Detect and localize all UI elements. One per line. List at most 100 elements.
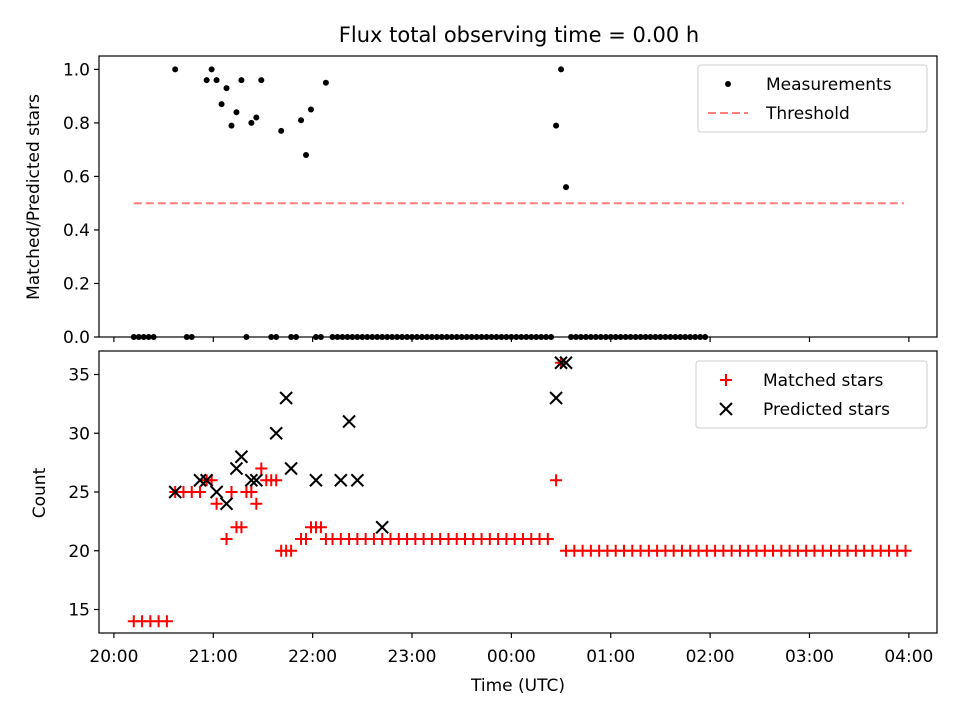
top-y-tick-label: 0.8 bbox=[63, 114, 90, 134]
predicted-star-point bbox=[229, 461, 244, 476]
measurement-point bbox=[307, 106, 314, 113]
legend-measurements-marker bbox=[725, 81, 731, 87]
bottom-x-tick-label: 03:00 bbox=[785, 647, 834, 667]
predicted-star-point bbox=[559, 356, 573, 370]
bottom-ylabel: Count bbox=[30, 467, 50, 518]
top-axes-frame bbox=[98, 55, 938, 338]
bottom-y-tick-label: 30 bbox=[68, 424, 90, 444]
top-y-tick-label: 1.0 bbox=[63, 60, 90, 80]
top-y-tick-label: 0.6 bbox=[63, 167, 90, 187]
measurement-point bbox=[553, 122, 560, 129]
bottom-panel: Count 15 20 25 30 35 20:00 21:00 22:00 23:00 00:… bbox=[30, 350, 938, 696]
bottom-axes-frame bbox=[98, 350, 938, 634]
predicted-star-point bbox=[334, 473, 348, 487]
top-y-axis: 0.0 0.2 0.4 0.6 0.8 1.0 bbox=[63, 60, 99, 348]
predicted-star-point bbox=[269, 426, 283, 440]
bottom-x-tick-label: 04:00 bbox=[884, 647, 933, 667]
bottom-x-tick-label: 00:00 bbox=[487, 647, 536, 667]
matched-star-point bbox=[225, 486, 238, 498]
matched-star-point bbox=[220, 533, 233, 545]
measurement-point bbox=[298, 117, 305, 124]
predicted-star-point bbox=[279, 391, 293, 405]
bottom-x-tick-label: 20:00 bbox=[89, 647, 138, 667]
bottom-x-axis: 20:00 21:00 22:00 23:00 00:00 01:00 02:00 03:00… bbox=[89, 633, 933, 667]
matched-star-point bbox=[255, 462, 268, 475]
matched-star-point bbox=[550, 474, 563, 487]
predicted-star-point bbox=[549, 391, 563, 405]
measurement-point bbox=[228, 122, 235, 129]
top-plot-area bbox=[130, 66, 904, 340]
chart-title: Flux total observing time = 0.00 h bbox=[339, 23, 699, 47]
bottom-x-tick-label: 01:00 bbox=[586, 647, 635, 667]
matched-star-point bbox=[300, 533, 313, 545]
measurement-point bbox=[253, 114, 260, 121]
predicted-star-point bbox=[249, 473, 264, 487]
legend-predicted-label: Predicted stars bbox=[763, 400, 890, 420]
predicted-star-point bbox=[554, 356, 568, 370]
matched-star-point bbox=[314, 521, 327, 534]
top-legend-box bbox=[697, 64, 928, 133]
matched-star-point bbox=[250, 497, 263, 510]
predicted-star-point bbox=[234, 450, 249, 464]
bottom-legend: Matched stars Predicted stars bbox=[695, 360, 928, 429]
matched-star-point bbox=[899, 544, 912, 557]
top-panel: Matched/Predicted stars 0.0 0.2 0.4 0.6 0.8 1… bbox=[24, 55, 938, 348]
matched-star-point bbox=[160, 615, 173, 628]
matched-star-point bbox=[210, 497, 223, 510]
measurement-point bbox=[203, 77, 210, 84]
bottom-y-axis: 15 20 25 30 35 bbox=[68, 366, 99, 621]
bottom-plot-area bbox=[127, 356, 912, 628]
legend-predicted-marker bbox=[719, 402, 733, 416]
predicted-star-point bbox=[244, 473, 259, 487]
measurement-point bbox=[322, 79, 329, 86]
matched-star-point bbox=[235, 521, 248, 534]
predicted-star-point bbox=[209, 485, 224, 499]
measurement-point bbox=[172, 66, 179, 73]
matched-star-point bbox=[541, 533, 554, 545]
bottom-legend-box bbox=[695, 360, 928, 429]
measurement-point bbox=[303, 152, 310, 159]
top-y-tick-label: 0.0 bbox=[63, 328, 90, 348]
top-legend: Measurements Threshold bbox=[697, 64, 928, 133]
top-ylabel: Matched/Predicted stars bbox=[24, 94, 44, 300]
top-y-tick-label: 0.2 bbox=[63, 274, 90, 294]
legend-matched-marker bbox=[720, 374, 732, 386]
bottom-y-tick-label: 20 bbox=[68, 542, 90, 562]
bottom-y-tick-label: 25 bbox=[68, 483, 90, 503]
bottom-x-tick-label: 23:00 bbox=[388, 647, 437, 667]
bottom-y-tick-label: 15 bbox=[68, 601, 90, 621]
matched-star-point bbox=[245, 486, 258, 498]
matched-star-point bbox=[194, 486, 207, 498]
predicted-star-point bbox=[342, 414, 356, 429]
bottom-x-tick-label: 21:00 bbox=[189, 647, 238, 667]
top-y-tick-label: 0.4 bbox=[63, 221, 90, 241]
bottom-xlabel: Time (UTC) bbox=[470, 676, 565, 696]
measurement-point bbox=[258, 77, 265, 84]
legend-threshold-label: Threshold bbox=[765, 104, 850, 124]
measurement-point bbox=[223, 85, 230, 92]
measurement-point bbox=[563, 184, 570, 191]
matched-star-point bbox=[285, 544, 298, 557]
bottom-y-tick-label: 35 bbox=[68, 366, 90, 386]
measurement-point bbox=[213, 77, 220, 84]
predicted-star-point bbox=[219, 497, 234, 511]
predicted-star-point bbox=[199, 473, 214, 487]
legend-measurements-label: Measurements bbox=[766, 75, 892, 95]
measurement-point bbox=[248, 119, 255, 126]
matched-star-point bbox=[270, 474, 283, 487]
measurement-point bbox=[558, 66, 565, 73]
bottom-x-tick-label: 02:00 bbox=[686, 647, 735, 667]
measurement-point bbox=[218, 101, 225, 108]
measurement-point bbox=[233, 109, 240, 116]
predicted-star-point bbox=[375, 520, 389, 534]
measurement-point bbox=[278, 127, 285, 134]
predicted-star-point bbox=[350, 473, 365, 487]
legend-matched-label: Matched stars bbox=[763, 371, 883, 391]
measurement-point bbox=[238, 77, 245, 84]
predicted-star-point bbox=[309, 473, 323, 487]
predicted-star-point bbox=[168, 485, 182, 499]
bottom-x-tick-label: 22:00 bbox=[288, 647, 337, 667]
measurement-point bbox=[208, 66, 215, 73]
predicted-star-point bbox=[284, 461, 298, 476]
